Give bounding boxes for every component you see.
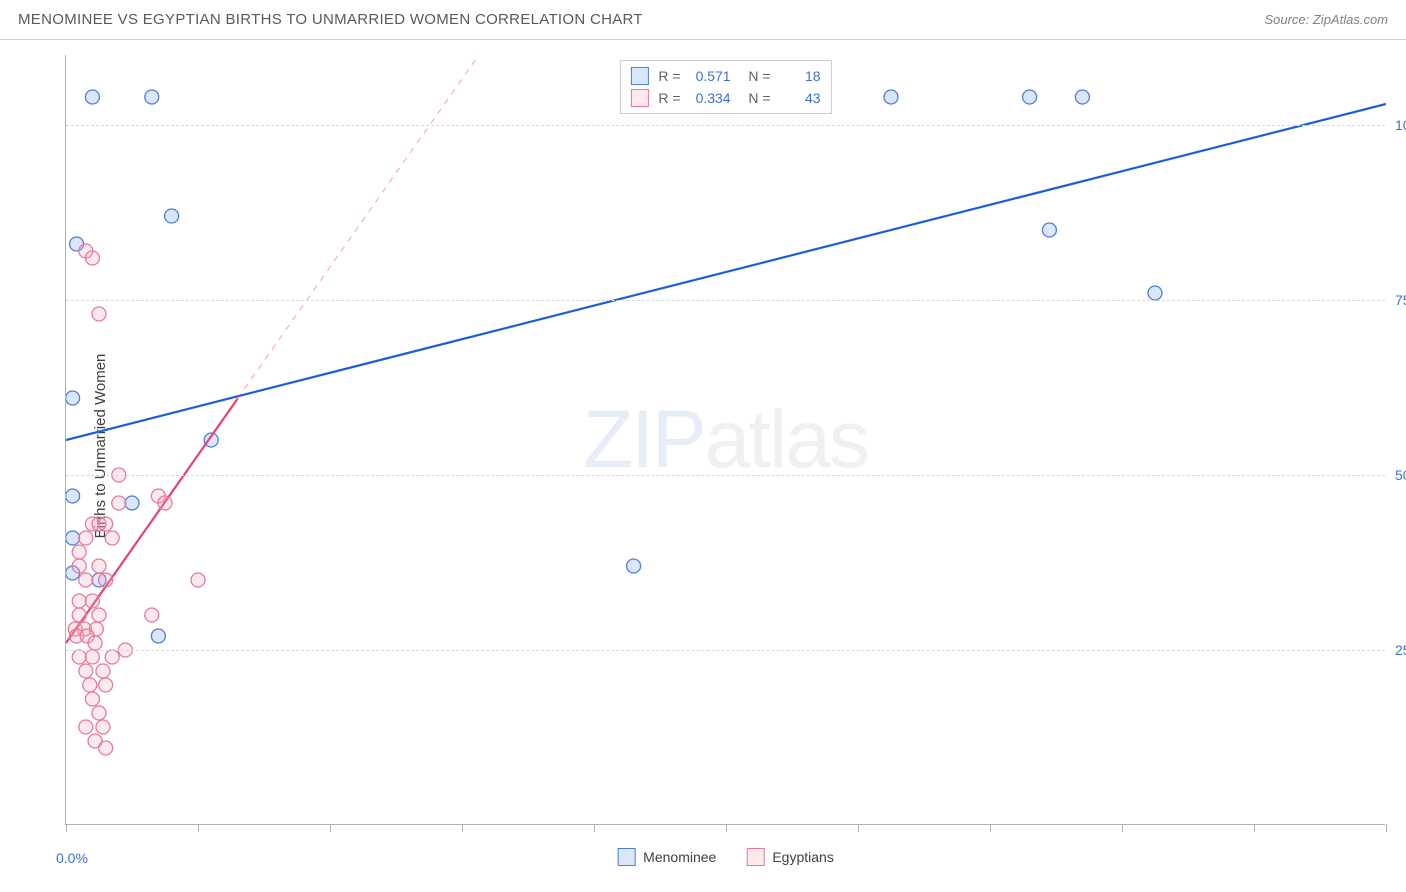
x-tick xyxy=(990,824,991,832)
plot-area: ZIPatlas R =0.571 N =18R =0.334 N =43 Me… xyxy=(65,55,1385,825)
legend-swatch xyxy=(617,848,635,866)
n-value: 43 xyxy=(781,90,821,106)
data-point-egyptians xyxy=(85,251,99,265)
data-point-egyptians xyxy=(72,650,86,664)
x-tick xyxy=(1122,824,1123,832)
y-tick-label: 100.0% xyxy=(1395,117,1406,133)
chart-header: MENOMINEE VS EGYPTIAN BIRTHS TO UNMARRIE… xyxy=(0,0,1406,40)
data-point-egyptians xyxy=(79,664,93,678)
data-point-egyptians xyxy=(92,307,106,321)
data-point-egyptians xyxy=(92,706,106,720)
data-point-menominee xyxy=(151,629,165,643)
data-point-egyptians xyxy=(85,594,99,608)
x-tick xyxy=(594,824,595,832)
r-value: 0.334 xyxy=(691,90,731,106)
data-point-egyptians xyxy=(85,692,99,706)
gridline-h xyxy=(66,650,1385,651)
data-point-menominee xyxy=(66,489,80,503)
data-point-egyptians xyxy=(72,559,86,573)
data-point-egyptians xyxy=(105,531,119,545)
data-point-menominee xyxy=(66,391,80,405)
data-point-menominee xyxy=(125,496,139,510)
data-point-menominee xyxy=(66,531,80,545)
stats-row-menominee: R = 0.571 N = 18 xyxy=(630,65,820,87)
x-tick xyxy=(726,824,727,832)
legend-label: Menominee xyxy=(643,849,716,865)
y-tick-label: 25.0% xyxy=(1395,642,1406,658)
data-point-egyptians xyxy=(79,720,93,734)
data-point-egyptians xyxy=(99,741,113,755)
r-value: 0.571 xyxy=(691,68,731,84)
data-point-menominee xyxy=(1148,286,1162,300)
x-tick xyxy=(198,824,199,832)
data-point-egyptians xyxy=(92,559,106,573)
legend-item-egyptians: Egyptians xyxy=(746,848,833,866)
legend-item-menominee: Menominee xyxy=(617,848,716,866)
n-value: 18 xyxy=(781,68,821,84)
data-point-egyptians xyxy=(85,650,99,664)
y-tick-label: 50.0% xyxy=(1395,467,1406,483)
x-tick xyxy=(66,824,67,832)
data-point-egyptians xyxy=(79,573,93,587)
data-point-egyptians xyxy=(191,573,205,587)
data-point-egyptians xyxy=(96,720,110,734)
legend-swatch xyxy=(630,89,648,107)
x-tick xyxy=(1254,824,1255,832)
n-label: N = xyxy=(741,68,771,84)
data-point-menominee xyxy=(1023,90,1037,104)
legend-swatch xyxy=(746,848,764,866)
data-point-egyptians xyxy=(72,608,86,622)
data-point-egyptians xyxy=(96,664,110,678)
series-legend: Menominee Egyptians xyxy=(617,848,834,866)
data-point-menominee xyxy=(1042,223,1056,237)
gridline-h xyxy=(66,300,1385,301)
data-point-egyptians xyxy=(158,496,172,510)
gridline-h xyxy=(66,475,1385,476)
data-point-menominee xyxy=(884,90,898,104)
r-label: R = xyxy=(658,68,680,84)
x-tick xyxy=(1386,824,1387,832)
data-point-egyptians xyxy=(88,636,102,650)
data-point-egyptians xyxy=(112,496,126,510)
chart-title: MENOMINEE VS EGYPTIAN BIRTHS TO UNMARRIE… xyxy=(18,11,643,28)
data-point-menominee xyxy=(627,559,641,573)
data-point-egyptians xyxy=(72,594,86,608)
data-point-egyptians xyxy=(105,650,119,664)
data-point-egyptians xyxy=(92,608,106,622)
data-point-menominee xyxy=(165,209,179,223)
data-point-egyptians xyxy=(79,531,93,545)
chart-svg xyxy=(66,55,1386,825)
trend-line-menominee xyxy=(66,104,1386,440)
data-point-egyptians xyxy=(99,678,113,692)
stats-row-egyptians: R = 0.334 N = 43 xyxy=(630,87,820,109)
x-tick xyxy=(330,824,331,832)
x-axis-min-label: 0.0% xyxy=(56,850,88,866)
legend-swatch xyxy=(630,67,648,85)
r-label: R = xyxy=(658,90,680,106)
data-point-egyptians xyxy=(99,573,113,587)
x-tick xyxy=(858,824,859,832)
data-point-menominee xyxy=(145,90,159,104)
data-point-menominee xyxy=(1075,90,1089,104)
x-tick xyxy=(462,824,463,832)
y-tick-label: 75.0% xyxy=(1395,292,1406,308)
legend-label: Egyptians xyxy=(772,849,833,865)
data-point-menominee xyxy=(85,90,99,104)
n-label: N = xyxy=(741,90,771,106)
data-point-egyptians xyxy=(72,545,86,559)
stats-legend: R = 0.571 N = 18 R = 0.334 N = 43 xyxy=(619,60,831,114)
chart-source: Source: ZipAtlas.com xyxy=(1264,12,1388,27)
trend-line-extrap-egyptians xyxy=(238,55,528,399)
data-point-egyptians xyxy=(83,678,97,692)
gridline-h xyxy=(66,125,1385,126)
data-point-egyptians xyxy=(99,517,113,531)
data-point-egyptians xyxy=(145,608,159,622)
